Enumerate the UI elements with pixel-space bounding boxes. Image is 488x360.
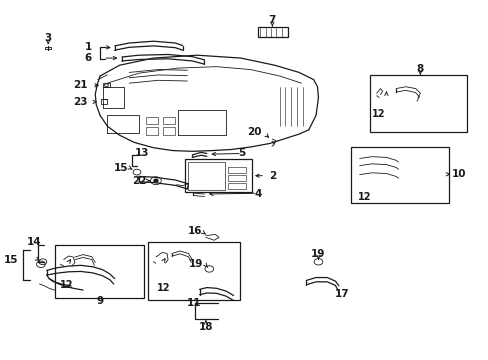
Text: 15: 15 [4, 255, 19, 265]
Text: 19: 19 [188, 259, 203, 269]
Bar [163, 127, 175, 135]
Text: 12: 12 [357, 192, 370, 202]
Bar [147, 242, 240, 300]
Bar [146, 117, 158, 125]
Text: 18: 18 [198, 322, 213, 332]
Bar [369, 75, 466, 132]
Text: 15: 15 [114, 163, 128, 173]
Text: 7: 7 [268, 15, 276, 26]
Text: 17: 17 [334, 289, 348, 299]
Text: 3: 3 [44, 33, 52, 42]
Text: 11: 11 [186, 298, 201, 308]
Circle shape [154, 179, 158, 182]
Text: 14: 14 [26, 237, 41, 247]
Text: 1: 1 [84, 42, 92, 52]
Text: 21: 21 [73, 80, 88, 90]
Bar [257, 27, 287, 37]
Bar [228, 167, 245, 173]
Bar [188, 162, 224, 190]
Text: 12: 12 [156, 283, 170, 293]
Text: 12: 12 [372, 109, 385, 120]
Text: 6: 6 [84, 53, 92, 63]
Bar [103, 83, 110, 87]
Text: 19: 19 [311, 248, 325, 258]
Text: 5: 5 [238, 148, 245, 158]
Bar [101, 99, 107, 104]
Text: 13: 13 [135, 148, 149, 158]
Text: 22: 22 [131, 176, 146, 186]
Bar [146, 127, 158, 135]
Bar [228, 183, 245, 189]
Text: 2: 2 [268, 171, 276, 181]
Text: 20: 20 [247, 127, 261, 137]
Text: 12: 12 [60, 280, 74, 290]
Bar [351, 147, 447, 203]
Text: 10: 10 [450, 169, 465, 179]
Text: 8: 8 [416, 64, 423, 74]
Bar [228, 175, 245, 181]
Text: 9: 9 [96, 296, 103, 306]
Bar [163, 117, 175, 125]
Text: 16: 16 [187, 226, 202, 236]
Text: 4: 4 [254, 189, 261, 199]
Bar [184, 159, 251, 192]
Text: 23: 23 [73, 97, 88, 107]
Bar [55, 244, 144, 298]
